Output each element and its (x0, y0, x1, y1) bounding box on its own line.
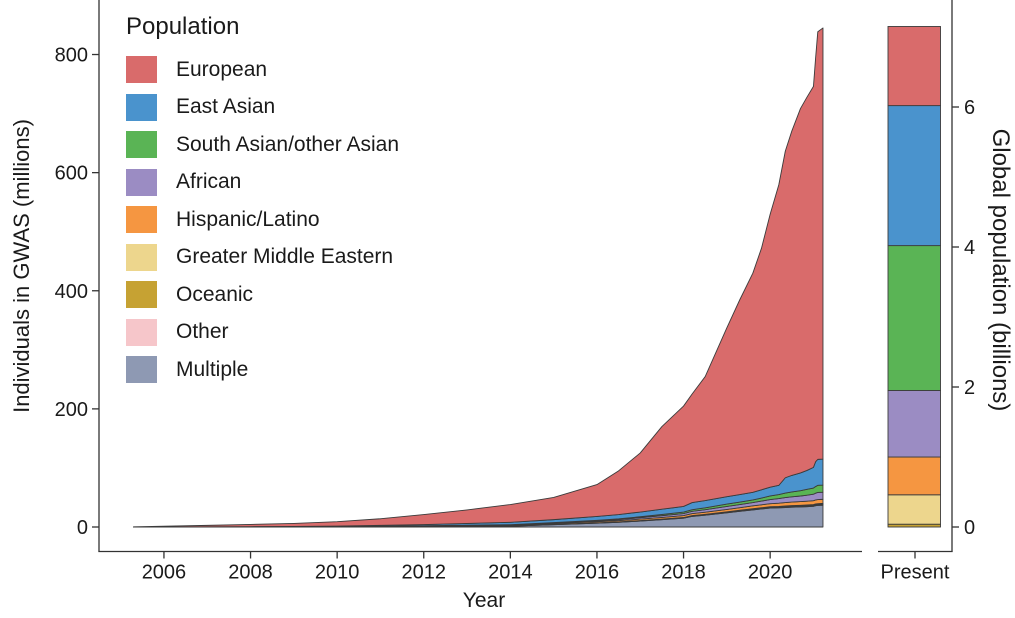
legend-swatch-european (126, 56, 157, 84)
legend-swatch-east-asian (126, 93, 157, 121)
present-bar-african (887, 390, 941, 458)
x-tick-label-2012: 2012 (402, 562, 447, 584)
legend-label: Hispanic/Latino (176, 207, 320, 231)
x-tick-label-2018: 2018 (661, 562, 706, 584)
legend-label: Oceanic (176, 282, 254, 306)
legend-swatch-greater-middle-eastern (126, 243, 157, 271)
y-tick-label-400: 400 (55, 281, 88, 303)
legend-label: South Asian/other Asian (176, 132, 399, 156)
x-tick-label-present: Present (881, 562, 950, 584)
x-tick-label-2020: 2020 (748, 562, 793, 584)
legend-item-south-asian-other-asian: South Asian/other Asian (126, 126, 399, 164)
legend-label: European (176, 57, 268, 81)
legend-swatch-south-asian-other-asian (126, 131, 157, 159)
legend-item-african: African (126, 164, 399, 202)
x-axis-title: Year (462, 589, 506, 612)
legend-swatch-multiple (126, 356, 157, 384)
right-axis-title: Global population (billions) (987, 128, 1014, 412)
present-bar-south-asian-other-asian (887, 245, 941, 391)
x-tick-label-2014: 2014 (488, 562, 533, 584)
y-tick-label-600: 600 (55, 163, 88, 185)
area-european (133, 27, 824, 528)
y2-tick-label-6: 6 (964, 97, 975, 119)
legend-swatch-hispanic-latino (126, 206, 157, 234)
y-tick-label-200: 200 (55, 399, 88, 421)
legend-swatch-oceanic (126, 281, 157, 309)
legend-item-greater-middle-eastern: Greater Middle Eastern (126, 239, 399, 277)
present-bar-east-asian (887, 105, 941, 247)
legend-item-hispanic-latino: Hispanic/Latino (126, 201, 399, 239)
legend-label: East Asian (176, 95, 276, 119)
legend-item-multiple: Multiple (126, 351, 399, 389)
legend-item-oceanic: Oceanic (126, 276, 399, 314)
y-tick-label-0: 0 (77, 517, 88, 539)
legend-label: Greater Middle Eastern (176, 245, 394, 269)
legend-label: Multiple (176, 357, 249, 381)
legend-title: Population (126, 13, 240, 40)
y-axis-title: Individuals in GWAS (millions) (9, 119, 34, 413)
x-tick-label-2010: 2010 (315, 562, 360, 584)
legend-swatch-african (126, 168, 157, 196)
legend: Population European East Asian South Asian… (126, 12, 399, 389)
x-tick-label-2008: 2008 (228, 562, 273, 584)
legend-item-other: Other (126, 314, 399, 352)
present-bar-hispanic-latino (887, 456, 941, 496)
legend-item-east-asian: East Asian (126, 89, 399, 127)
y2-tick-label-0: 0 (964, 517, 975, 539)
present-bar-european (887, 26, 941, 107)
legend-items: European East Asian South Asian/other Asia… (126, 51, 399, 389)
legend-label: African (176, 170, 242, 194)
y2-tick-label-2: 2 (964, 377, 975, 399)
x-tick-label-2006: 2006 (142, 562, 187, 584)
x-tick-label-2016: 2016 (575, 562, 620, 584)
legend-item-european: European (126, 51, 399, 89)
present-bar-greater-middle-eastern (887, 494, 941, 525)
y-tick-label-800: 800 (55, 45, 88, 67)
y2-tick-label-4: 4 (964, 237, 975, 259)
legend-swatch-other (126, 318, 157, 346)
legend-label: Other (176, 320, 229, 344)
